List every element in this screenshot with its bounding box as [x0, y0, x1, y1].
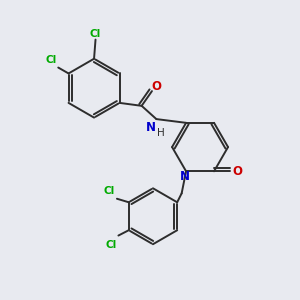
Text: Cl: Cl: [105, 240, 117, 250]
Text: N: N: [180, 170, 190, 183]
Text: O: O: [232, 165, 243, 178]
Text: Cl: Cl: [90, 29, 101, 39]
Text: O: O: [152, 80, 161, 93]
Text: N: N: [146, 122, 155, 134]
Text: H: H: [158, 128, 165, 138]
Text: Cl: Cl: [45, 55, 56, 65]
Text: Cl: Cl: [104, 186, 115, 196]
